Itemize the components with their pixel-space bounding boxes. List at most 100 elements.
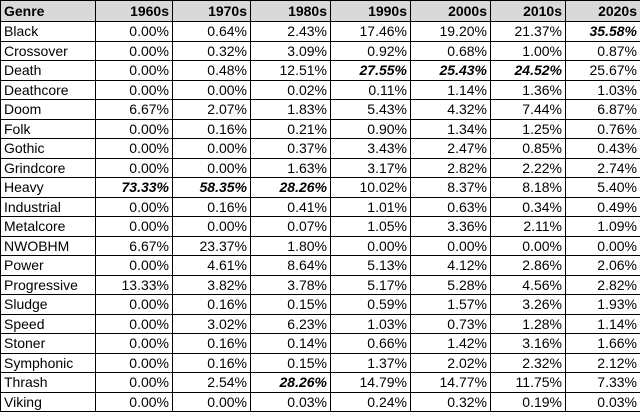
percent-cell: 0.92% xyxy=(331,41,411,61)
percent-cell: 4.56% xyxy=(491,275,566,295)
percent-cell: 2.86% xyxy=(491,256,566,276)
percent-cell: 3.02% xyxy=(173,314,251,334)
percent-cell: 0.07% xyxy=(251,217,331,237)
percent-cell: 8.64% xyxy=(251,256,331,276)
percent-cell: 0.00% xyxy=(96,41,173,61)
percent-cell: 0.37% xyxy=(251,139,331,159)
percent-cell: 5.40% xyxy=(566,178,640,198)
percent-cell: 25.43% xyxy=(411,61,491,81)
percent-cell: 2.82% xyxy=(411,158,491,178)
genre-cell: Sludge xyxy=(1,295,96,315)
percent-cell: 0.76% xyxy=(566,119,640,139)
percent-cell: 0.64% xyxy=(173,22,251,42)
percent-cell: 0.15% xyxy=(251,353,331,373)
percent-cell: 3.17% xyxy=(331,158,411,178)
percent-cell: 0.00% xyxy=(96,373,173,393)
percent-cell: 0.19% xyxy=(491,392,566,412)
percent-cell: 1.25% xyxy=(491,119,566,139)
percent-cell: 7.33% xyxy=(566,373,640,393)
genre-cell: Death xyxy=(1,61,96,81)
percent-cell: 1.34% xyxy=(411,119,491,139)
percent-cell: 6.67% xyxy=(96,100,173,120)
percent-cell: 0.85% xyxy=(491,139,566,159)
percent-cell: 1.63% xyxy=(251,158,331,178)
percent-cell: 5.28% xyxy=(411,275,491,295)
percent-cell: 11.75% xyxy=(491,373,566,393)
percent-cell: 3.16% xyxy=(491,334,566,354)
genre-cell: Gothic xyxy=(1,139,96,159)
percent-cell: 2.22% xyxy=(491,158,566,178)
percent-cell: 0.15% xyxy=(251,295,331,315)
percent-cell: 0.00% xyxy=(173,80,251,100)
genre-cell: Crossover xyxy=(1,41,96,61)
percent-cell: 2.43% xyxy=(251,22,331,42)
percent-cell: 58.35% xyxy=(173,178,251,198)
column-header: 2010s xyxy=(491,1,566,22)
percent-cell: 0.00% xyxy=(173,139,251,159)
percent-cell: 2.74% xyxy=(566,158,640,178)
percent-cell: 35.58% xyxy=(566,22,640,42)
percent-cell: 1.42% xyxy=(411,334,491,354)
percent-cell: 0.00% xyxy=(96,353,173,373)
percent-cell: 0.00% xyxy=(96,139,173,159)
percent-cell: 3.36% xyxy=(411,217,491,237)
percent-cell: 0.00% xyxy=(96,392,173,412)
percent-cell: 0.00% xyxy=(173,217,251,237)
percent-cell: 0.11% xyxy=(331,80,411,100)
percent-cell: 0.00% xyxy=(491,236,566,256)
percent-cell: 1.57% xyxy=(411,295,491,315)
percent-cell: 0.16% xyxy=(173,334,251,354)
genre-cell: Power xyxy=(1,256,96,276)
genre-cell: Thrash xyxy=(1,373,96,393)
percent-cell: 2.32% xyxy=(491,353,566,373)
percent-cell: 0.00% xyxy=(96,295,173,315)
percent-cell: 4.12% xyxy=(411,256,491,276)
percent-cell: 1.05% xyxy=(331,217,411,237)
genre-cell: Viking xyxy=(1,392,96,412)
percent-cell: 0.34% xyxy=(491,197,566,217)
column-header: 1960s xyxy=(96,1,173,22)
percent-cell: 0.68% xyxy=(411,41,491,61)
column-header: 1990s xyxy=(331,1,411,22)
column-header: Genre xyxy=(1,1,96,22)
percent-cell: 4.32% xyxy=(411,100,491,120)
percent-cell: 0.02% xyxy=(251,80,331,100)
percent-cell: 24.52% xyxy=(491,61,566,81)
percent-cell: 4.61% xyxy=(173,256,251,276)
percent-cell: 23.37% xyxy=(173,236,251,256)
percent-cell: 14.77% xyxy=(411,373,491,393)
percent-cell: 25.67% xyxy=(566,61,640,81)
percent-cell: 0.66% xyxy=(331,334,411,354)
percent-cell: 1.37% xyxy=(331,353,411,373)
percent-cell: 13.33% xyxy=(96,275,173,295)
percent-cell: 5.43% xyxy=(331,100,411,120)
percent-cell: 5.17% xyxy=(331,275,411,295)
percent-cell: 0.90% xyxy=(331,119,411,139)
percent-cell: 0.73% xyxy=(411,314,491,334)
column-header: 2020s xyxy=(566,1,640,22)
genre-cell: Doom xyxy=(1,100,96,120)
percent-cell: 6.23% xyxy=(251,314,331,334)
percent-cell: 0.00% xyxy=(173,392,251,412)
percent-cell: 0.00% xyxy=(96,217,173,237)
column-header: 1970s xyxy=(173,1,251,22)
percent-cell: 27.55% xyxy=(331,61,411,81)
percent-cell: 8.37% xyxy=(411,178,491,198)
percent-cell: 2.47% xyxy=(411,139,491,159)
percent-cell: 8.18% xyxy=(491,178,566,198)
percent-cell: 1.93% xyxy=(566,295,640,315)
percent-cell: 1.09% xyxy=(566,217,640,237)
percent-cell: 0.16% xyxy=(173,295,251,315)
percent-cell: 5.13% xyxy=(331,256,411,276)
percent-cell: 0.59% xyxy=(331,295,411,315)
percent-cell: 2.54% xyxy=(173,373,251,393)
